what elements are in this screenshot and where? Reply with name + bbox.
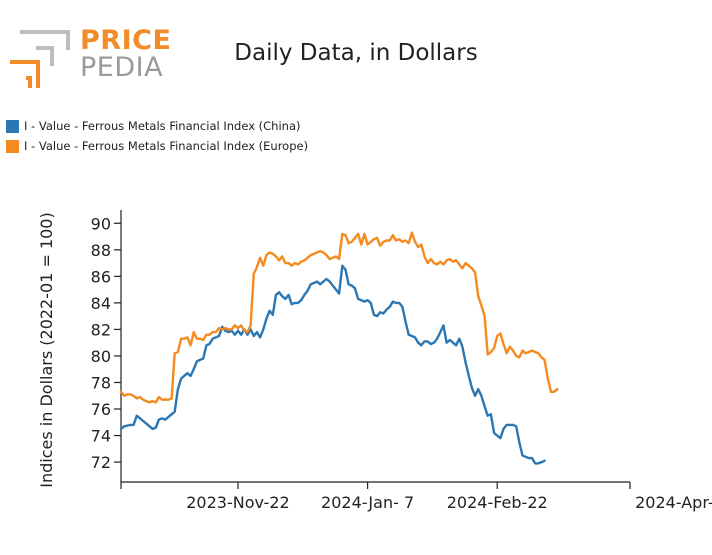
- axes: [120, 210, 630, 483]
- y-tick-label: 80: [91, 347, 111, 366]
- y-axis-ticks: 72 74 76 78 80 82 84 86 88 90: [91, 214, 121, 472]
- legend-swatch-europe: [6, 139, 19, 153]
- legend-item-china[interactable]: I - Value - Ferrous Metals Financial Ind…: [6, 118, 300, 134]
- y-tick-label: 82: [91, 320, 111, 339]
- y-tick-label: 86: [91, 267, 111, 286]
- logo-word-pedia: PEDIA: [80, 52, 164, 83]
- series-lines: [119, 231, 559, 465]
- y-tick-label: 84: [91, 294, 111, 313]
- logo-mark-icon: [10, 30, 70, 88]
- series-line-china: [119, 264, 546, 465]
- legend-swatch-china: [6, 119, 19, 133]
- y-tick-label: 90: [91, 214, 111, 233]
- pricepedia-logo: PRICE PEDIA: [8, 22, 172, 92]
- y-axis-label: Indices in Dollars (2022-01 = 100): [37, 212, 56, 487]
- legend-item-europe[interactable]: I - Value - Ferrous Metals Financial Ind…: [6, 138, 308, 154]
- y-tick-label: 76: [91, 400, 111, 419]
- x-tick-label: 2024-Apr- 8: [635, 493, 712, 512]
- x-tick-label: 2023-Nov-22: [186, 493, 289, 512]
- y-tick-label: 88: [91, 241, 111, 260]
- legend-label-europe: I - Value - Ferrous Metals Financial Ind…: [24, 139, 309, 153]
- x-tick-label: 2024-Jan- 7: [321, 493, 414, 512]
- x-tick-label: 2024-Feb-22: [447, 493, 548, 512]
- legend-label-china: I - Value - Ferrous Metals Financial Ind…: [24, 119, 301, 133]
- logo-word-price: PRICE: [80, 25, 172, 56]
- y-tick-label: 74: [91, 427, 111, 446]
- y-tick-label: 72: [91, 453, 111, 472]
- x-axis-ticks: 2023-Nov-22 2024-Jan- 7 2024-Feb-22 2024-Ap…: [120, 482, 712, 512]
- chart-title: Daily Data, in Dollars: [234, 40, 478, 66]
- y-tick-label: 78: [91, 373, 111, 392]
- series-line-europe: [119, 231, 559, 404]
